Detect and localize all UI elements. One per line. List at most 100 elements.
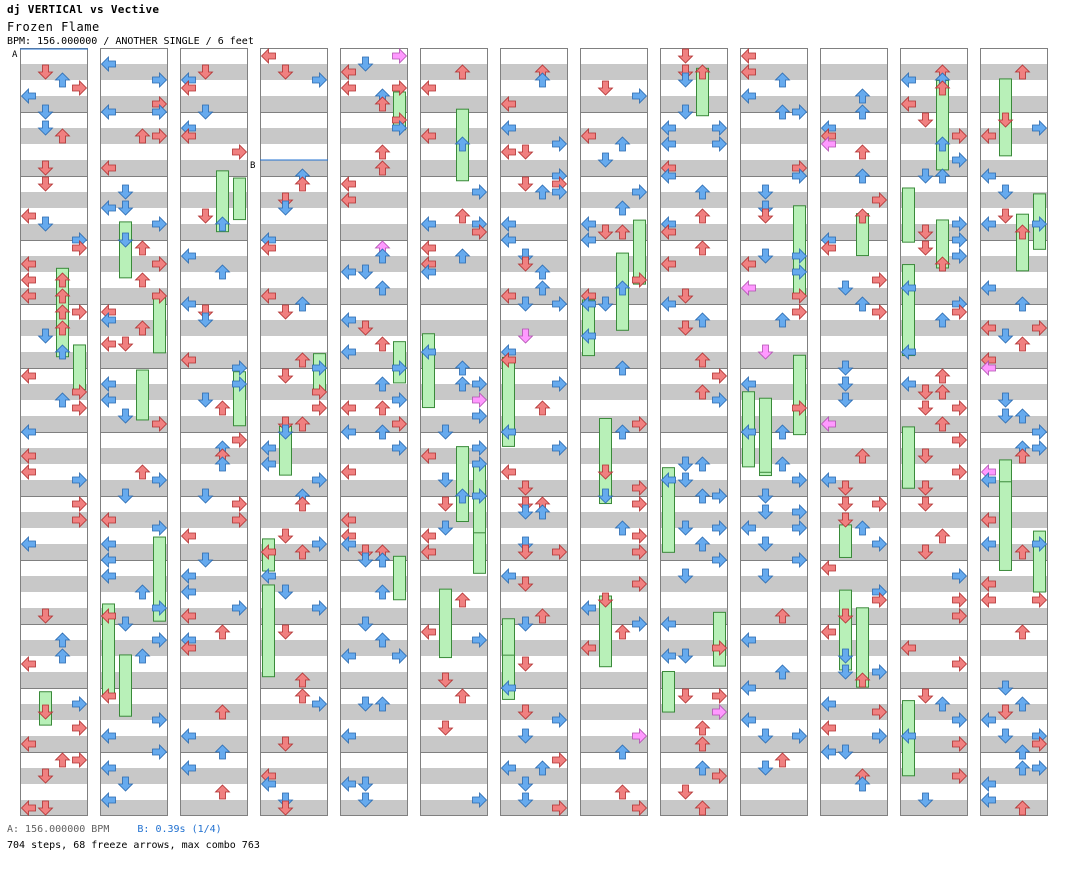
chart-column [500, 48, 568, 816]
step-arrow [152, 104, 168, 120]
beat-stripe [500, 192, 568, 208]
beat-stripe [260, 160, 328, 176]
step-arrow [1032, 536, 1048, 552]
bpm-note: A: 156.000000 BPM [7, 824, 110, 835]
step-arrow [134, 240, 151, 256]
step-arrow [552, 184, 568, 200]
step-arrow [997, 208, 1014, 224]
step-arrow [517, 328, 534, 344]
beat-stripe [420, 768, 488, 784]
beat-stripe [20, 576, 88, 592]
beat-stripe [500, 576, 568, 592]
freeze-arrow [233, 177, 246, 221]
beat-stripe [180, 736, 248, 752]
beat-stripe [260, 640, 328, 656]
step-arrow [500, 232, 516, 248]
step-arrow [660, 648, 676, 664]
step-arrow [472, 376, 488, 392]
step-arrow [677, 688, 694, 704]
step-arrow [1014, 408, 1031, 424]
beat-stripe [100, 128, 168, 144]
step-arrow [820, 720, 836, 736]
beat-stripe [20, 320, 88, 336]
beat-stripe [100, 224, 168, 240]
step-arrow [552, 712, 568, 728]
beat-stripe [660, 512, 728, 528]
beat-stripe [740, 128, 808, 144]
step-arrow [72, 512, 88, 528]
step-arrow [420, 624, 436, 640]
step-arrow [180, 80, 196, 96]
step-arrow [517, 704, 534, 720]
step-arrow [952, 608, 968, 624]
beat-stripe [260, 224, 328, 240]
step-arrow [134, 272, 151, 288]
step-arrow [517, 296, 534, 312]
beat-stripe [100, 288, 168, 304]
step-arrow [792, 520, 808, 536]
step-arrow [152, 416, 168, 432]
step-arrow [934, 384, 951, 400]
step-arrow [357, 552, 374, 568]
step-arrow [934, 256, 951, 272]
beat-stripe [20, 64, 88, 80]
beat-stripe [420, 576, 488, 592]
step-arrow [917, 792, 934, 808]
step-arrow [294, 352, 311, 368]
step-arrow [854, 672, 871, 688]
beat-stripe [660, 320, 728, 336]
beat-stripe [100, 480, 168, 496]
step-arrow [54, 632, 71, 648]
step-arrow [472, 224, 488, 240]
beat-stripe [820, 672, 888, 688]
beat-stripe [980, 544, 1048, 560]
beat-stripe [820, 288, 888, 304]
beat-stripe [100, 576, 168, 592]
beat-stripe [500, 448, 568, 464]
step-arrow [20, 368, 36, 384]
step-arrow [837, 608, 854, 624]
chart-column [340, 48, 408, 816]
beat-stripe [260, 64, 328, 80]
step-arrow [952, 152, 968, 168]
beat-stripe [20, 224, 88, 240]
beat-stripe [980, 288, 1048, 304]
step-arrow [294, 672, 311, 688]
step-arrow [180, 640, 196, 656]
step-arrow [740, 376, 756, 392]
beat-stripe [100, 448, 168, 464]
chart-stats: 704 steps, 68 freeze arrows, max combo 7… [7, 840, 260, 851]
step-arrow [37, 64, 54, 80]
step-arrow [917, 688, 934, 704]
step-arrow [260, 240, 276, 256]
step-arrow [677, 648, 694, 664]
step-arrow [214, 400, 231, 416]
beat-stripe [420, 384, 488, 400]
step-arrow [534, 280, 551, 296]
chart-column [980, 48, 1048, 816]
beat-stripe [980, 96, 1048, 112]
beat-stripe [900, 160, 968, 176]
beat-stripe [900, 672, 968, 688]
beat-stripe [100, 64, 168, 80]
beat-stripe [340, 160, 408, 176]
step-arrow [100, 728, 116, 744]
beat-stripe [260, 544, 328, 560]
beat-stripe [260, 416, 328, 432]
beat-stripe [580, 224, 648, 240]
step-arrow [72, 80, 88, 96]
step-arrow [854, 168, 871, 184]
step-arrow [117, 408, 134, 424]
step-arrow [100, 56, 116, 72]
step-arrow [712, 688, 728, 704]
chart-column [740, 48, 808, 816]
beat-stripe [580, 288, 648, 304]
beat-stripe [260, 480, 328, 496]
beat-stripe [740, 288, 808, 304]
beat-stripe [660, 800, 728, 816]
step-arrow [952, 712, 968, 728]
step-arrow [277, 792, 294, 808]
step-arrow [277, 192, 294, 208]
step-arrow [517, 576, 534, 592]
beat-stripe [820, 192, 888, 208]
